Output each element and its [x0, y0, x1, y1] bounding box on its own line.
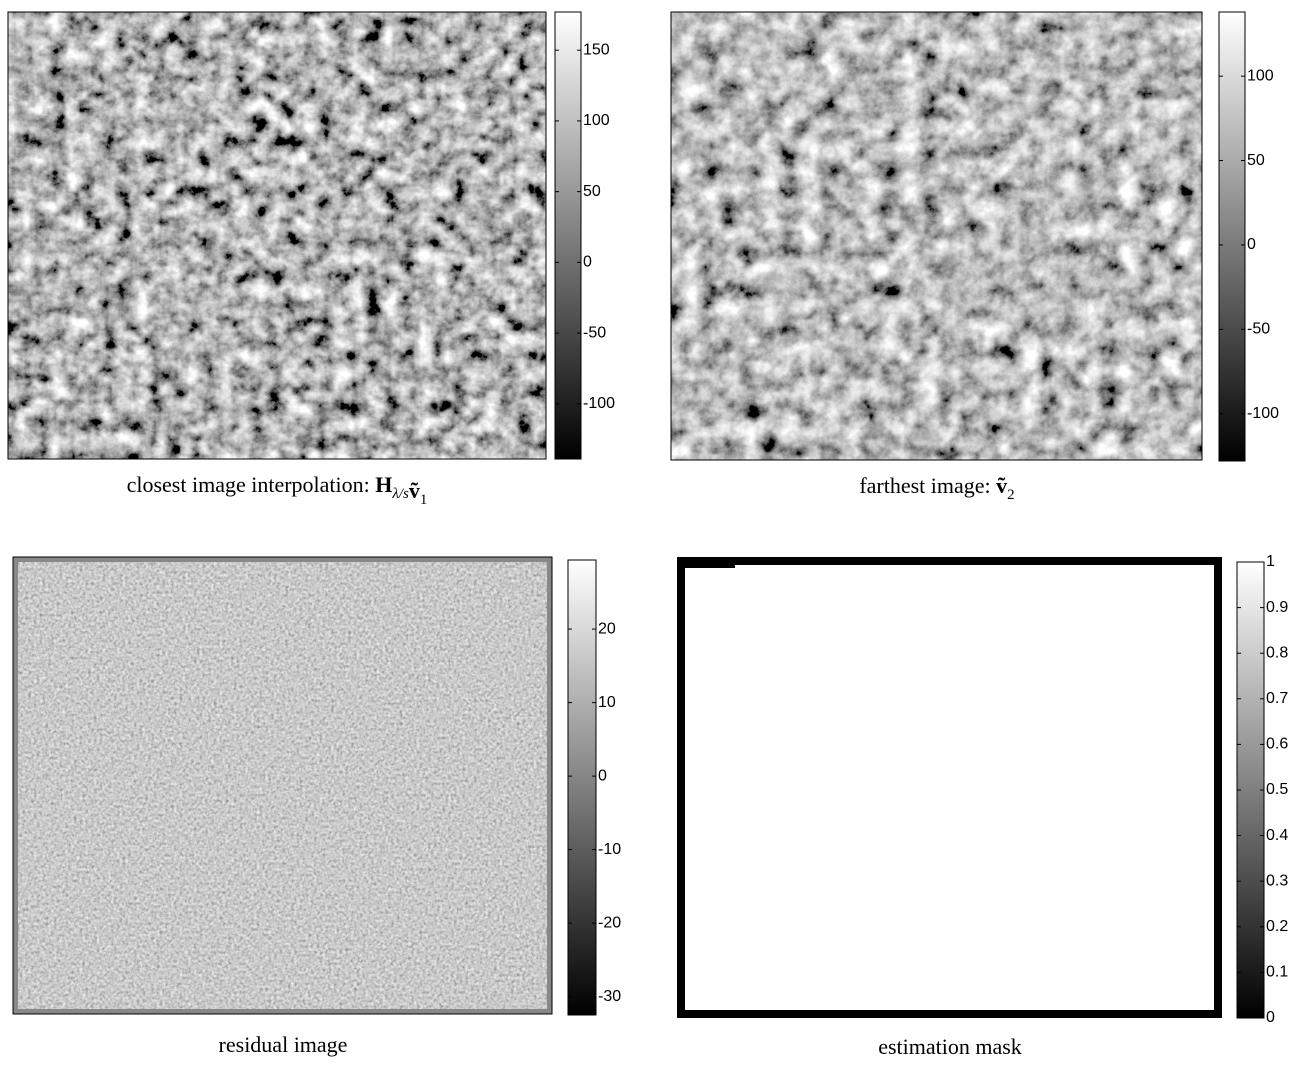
colorbar-tick-label: -10 [598, 841, 621, 858]
caption-text: residual image [219, 1032, 348, 1057]
caption-symbol: H [375, 472, 392, 497]
colorbar-tick-label: -50 [1247, 321, 1270, 338]
image-texture [671, 12, 1202, 460]
caption-text: estimation mask [878, 1034, 1022, 1059]
image-texture [8, 12, 546, 459]
mask-notch [685, 565, 735, 568]
caption-text: farthest image: [859, 473, 996, 498]
colorbar-tick-label: 0.8 [1266, 644, 1288, 661]
colorbar [555, 12, 581, 459]
colorbar-tick-label: -30 [598, 988, 621, 1005]
colorbar [1219, 12, 1245, 461]
colorbar-tick-label: 0.7 [1266, 690, 1288, 707]
colorbar-tick-label: -20 [598, 914, 621, 931]
colorbar-tick-label: 0 [1266, 1009, 1275, 1026]
caption-symbol-sub: 2 [1007, 487, 1015, 503]
colorbar-tick-label: 0.4 [1266, 827, 1288, 844]
colorbar-tick-label: 0.2 [1266, 918, 1288, 935]
colorbar-tick-label: 0 [598, 767, 607, 784]
colorbar-tick-label: -50 [583, 324, 606, 341]
caption-symbol-sub: 1 [420, 492, 428, 508]
colorbar [1237, 562, 1264, 1018]
image-texture [18, 562, 547, 1009]
colorbar-tick-label: 10 [598, 694, 616, 711]
colorbar-tick-label: 0.9 [1266, 599, 1288, 616]
figure: -100-50050100150closest image interpolat… [0, 0, 1296, 1066]
colorbar-tick-label: 0.3 [1266, 872, 1288, 889]
colorbar-tick-label: 150 [583, 41, 610, 58]
colorbar-tick-label: -100 [1247, 405, 1279, 422]
caption-symbol: ṽ [409, 478, 420, 503]
colorbar [568, 560, 596, 1015]
colorbar-tick-label: 100 [1247, 67, 1274, 84]
colorbar-tick-label: 20 [598, 620, 616, 637]
colorbar-tick-label: 1 [1266, 553, 1275, 570]
caption-text: closest image interpolation: [127, 472, 376, 497]
caption: farthest image: ṽ2 [859, 473, 1014, 503]
colorbar-tick-label: 0 [1247, 236, 1256, 253]
colorbar-tick-label: 0.5 [1266, 781, 1288, 798]
colorbar-tick-label: 100 [583, 112, 610, 129]
colorbar-tick-label: 50 [583, 183, 601, 200]
colorbar-tick-label: 0 [583, 254, 592, 271]
mask-interior [685, 565, 1214, 1010]
colorbar-tick-label: 0.1 [1266, 964, 1288, 981]
caption-symbol: ṽ [996, 473, 1007, 498]
colorbar-tick-label: 0.6 [1266, 736, 1288, 753]
colorbar-tick-label: 50 [1247, 152, 1265, 169]
caption: closest image interpolation: Hλ/sṽ1 [127, 472, 428, 508]
caption: residual image [219, 1032, 348, 1057]
colorbar-tick-label: -100 [583, 395, 615, 412]
caption-symbol-sub: λ/s [391, 486, 409, 502]
caption: estimation mask [878, 1034, 1022, 1059]
